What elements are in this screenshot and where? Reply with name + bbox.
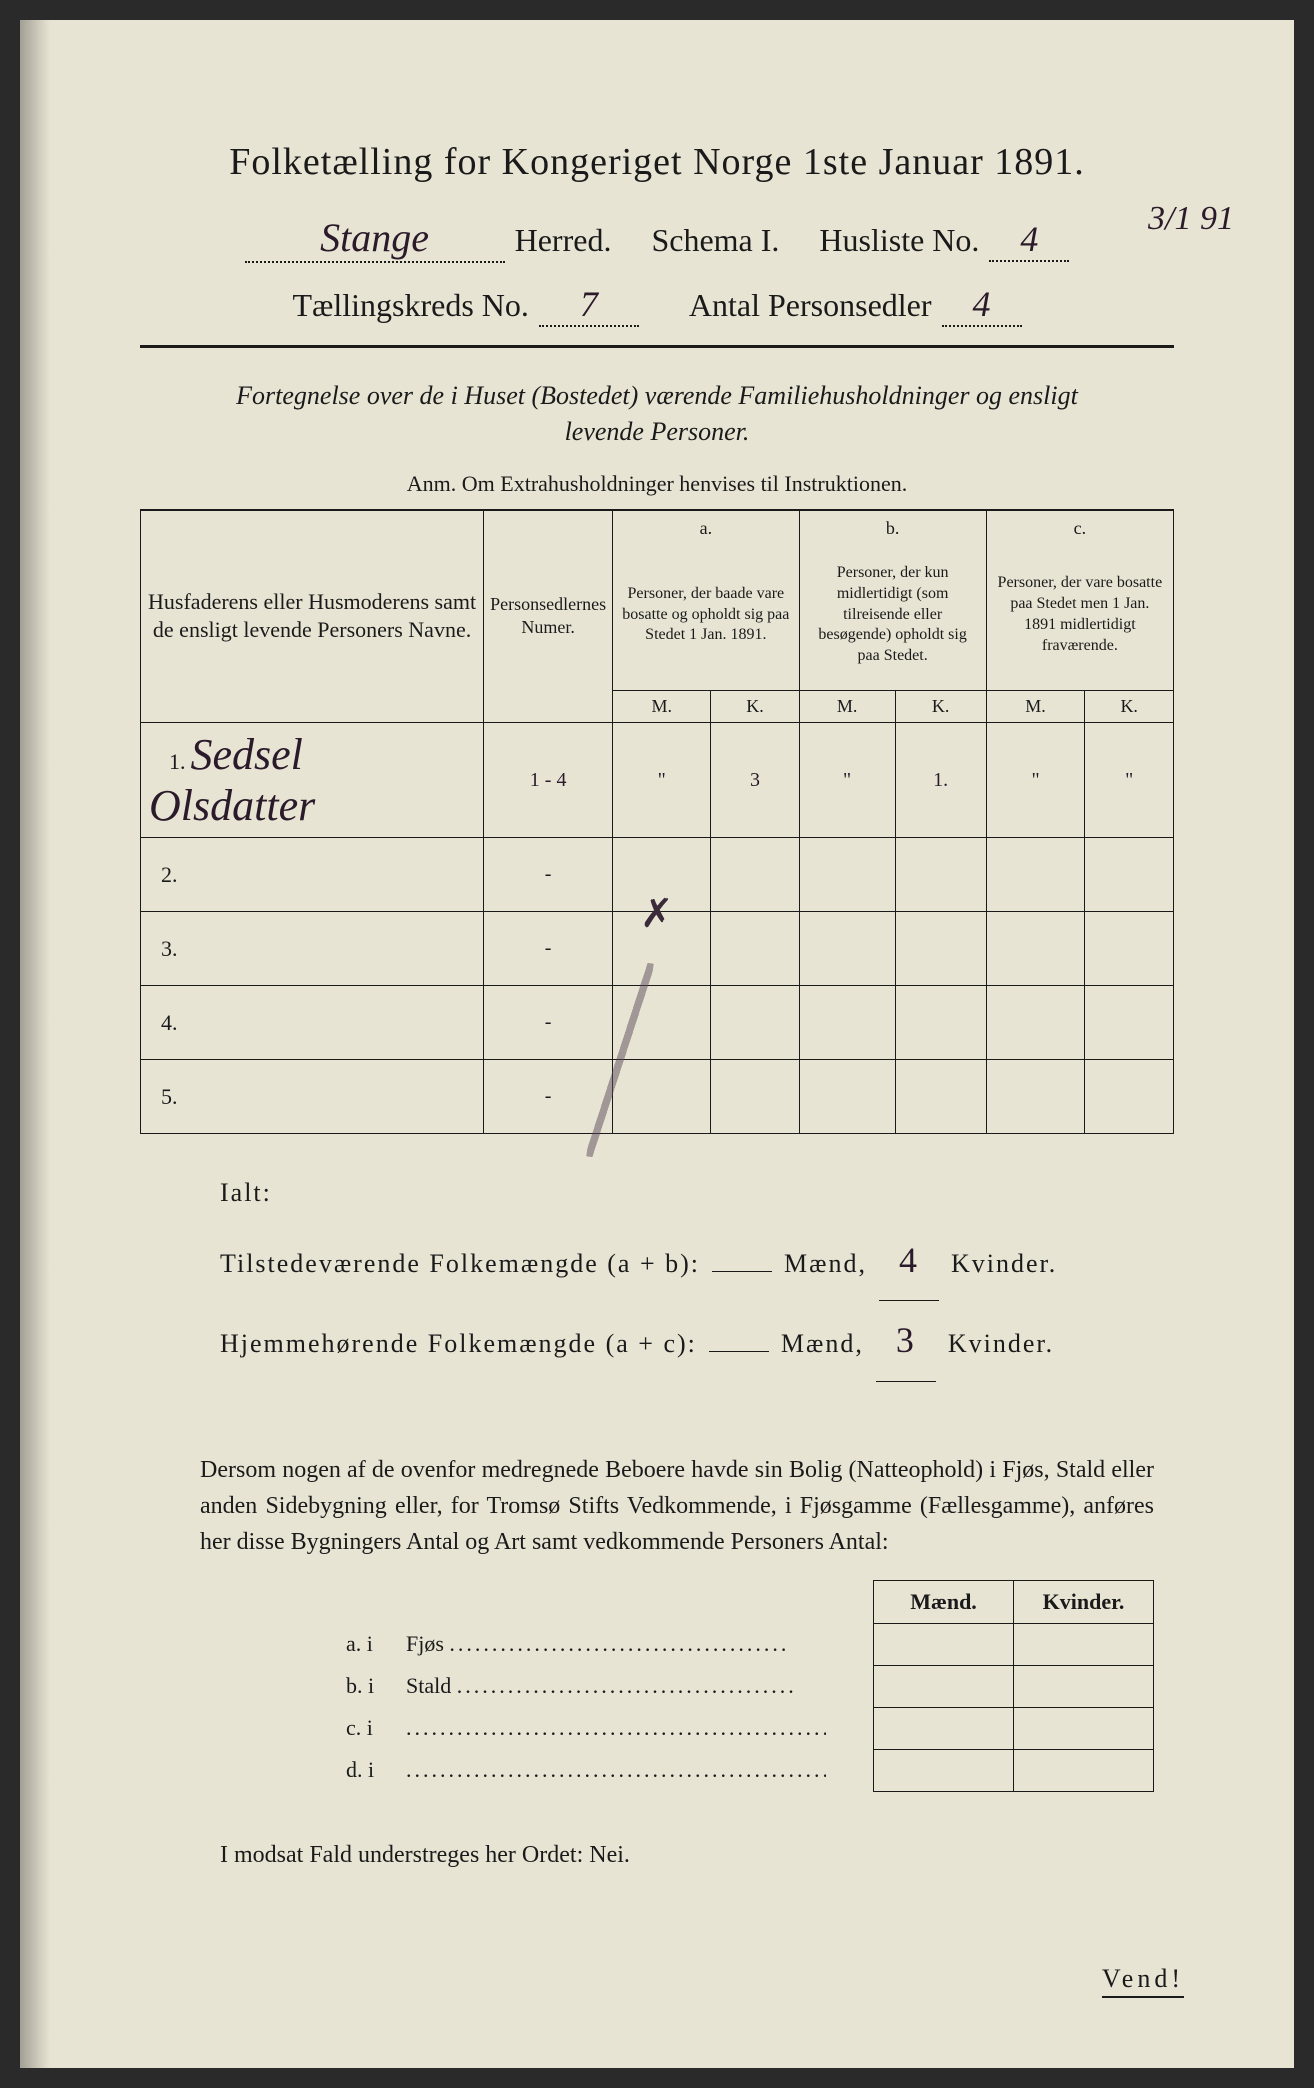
row-personseddel: 1 - 4	[484, 723, 613, 838]
total-ab-label: Tilstedeværende Folkemængde (a + b):	[220, 1235, 700, 1292]
herred-value: Stange	[245, 214, 505, 263]
turn-page-label: Vend!	[1102, 1964, 1184, 1998]
col-header-num: Personsedlernes Numer.	[484, 511, 613, 723]
header-line-3: Tællingskreds No. 7 Antal Personsedler 4	[140, 283, 1174, 348]
schema-label: Schema I.	[651, 222, 779, 259]
ialt-label: Ialt:	[220, 1164, 1154, 1221]
side-row-label: d. i	[334, 1749, 394, 1791]
total-ac-label: Hjemmehørende Folkemængde (a + c):	[220, 1315, 697, 1372]
side-row-label: c. i	[334, 1707, 394, 1749]
row-num: 4.	[141, 986, 484, 1060]
col-b-k: K.	[895, 690, 986, 722]
antal-label: Antal Personsedler	[689, 287, 932, 324]
side-row: c. i	[334, 1707, 1154, 1749]
col-header-name: Husfaderens eller Husmoderens samt de en…	[141, 511, 484, 723]
row-personseddel: -	[484, 838, 613, 912]
row-c-m: "	[986, 723, 1085, 838]
col-a-k: K.	[711, 690, 799, 722]
totals-block: Ialt: Tilstedeværende Folkemængde (a + b…	[220, 1164, 1154, 1382]
col-a-text: Personer, der baade vare bosatte og opho…	[613, 540, 799, 690]
side-row-label: b. i	[334, 1665, 394, 1707]
husliste-value: 4	[989, 218, 1069, 262]
kvinder-label: Kvinder.	[948, 1315, 1054, 1372]
col-c-k: K.	[1085, 690, 1174, 722]
row-num: 3.	[141, 912, 484, 986]
household-table: Husfaderens eller Husmoderens samt de en…	[140, 511, 1174, 1134]
page-shadow	[20, 20, 50, 2068]
row-c-k: "	[1085, 723, 1174, 838]
instruction-paragraph: Dersom nogen af de ovenfor medregnede Be…	[200, 1452, 1154, 1560]
row-personseddel: -	[484, 986, 613, 1060]
row-num: 5.	[141, 1060, 484, 1134]
row-personseddel: -	[484, 912, 613, 986]
side-row-text: Fjøs	[406, 1631, 444, 1656]
col-c-label: c.	[986, 511, 1173, 540]
col-c-m: M.	[986, 690, 1085, 722]
row-num: 1.	[149, 749, 186, 774]
total-ab-k: 4	[879, 1221, 939, 1301]
col-a-m: M.	[613, 690, 711, 722]
taellingskreds-value: 7	[539, 283, 639, 327]
side-col-maend: Mænd.	[874, 1580, 1014, 1623]
table-row: 5. -	[141, 1060, 1174, 1134]
form-title: Folketælling for Kongeriget Norge 1ste J…	[100, 140, 1214, 184]
maend-label: Mænd,	[781, 1315, 864, 1372]
row-a-m: "	[613, 723, 711, 838]
footer-instruction: I modsat Fald understreges her Ordet: Ne…	[220, 1842, 1154, 1869]
row-b-m: "	[799, 723, 895, 838]
strike-mark: ✗	[640, 890, 674, 937]
row-name: Sedsel Olsdatter	[149, 730, 315, 830]
table-row: 4. -	[141, 986, 1174, 1060]
subtitle-line2: levende Personer.	[565, 417, 750, 446]
col-a-label: a.	[613, 511, 799, 540]
side-row-label: a. i	[334, 1623, 394, 1665]
herred-label: Herred.	[515, 222, 612, 259]
row-b-k: 1.	[895, 723, 986, 838]
subtitle-line1: Fortegnelse over de i Huset (Bostedet) v…	[236, 381, 1078, 410]
husliste-label: Husliste No.	[819, 222, 979, 259]
antal-value: 4	[942, 283, 1022, 327]
col-b-label: b.	[799, 511, 986, 540]
census-form-page: Folketælling for Kongeriget Norge 1ste J…	[20, 20, 1294, 2068]
side-row-text: Stald	[406, 1673, 451, 1698]
row-a-k: 3	[711, 723, 799, 838]
total-ac-k: 3	[876, 1301, 936, 1381]
kvinder-label: Kvinder.	[951, 1235, 1057, 1292]
subtitle: Fortegnelse over de i Huset (Bostedet) v…	[100, 378, 1214, 451]
side-row: a. i Fjøs	[334, 1623, 1154, 1665]
building-table: Mænd. Kvinder. a. i Fjøs b. i Stald c. i	[334, 1580, 1154, 1792]
header-line-2: Stange Herred. Schema I. Husliste No. 4	[100, 214, 1214, 263]
maend-label: Mænd,	[784, 1235, 867, 1292]
table-row: 1. Sedsel Olsdatter 1 - 4 " 3 " 1. " "	[141, 723, 1174, 838]
total-ab-m	[712, 1271, 772, 1272]
col-b-m: M.	[799, 690, 895, 722]
side-col-kvinder: Kvinder.	[1014, 1580, 1154, 1623]
total-ac-m	[709, 1351, 769, 1352]
row-num: 2.	[141, 838, 484, 912]
corner-date: 3/1 91	[1148, 200, 1234, 238]
taellingskreds-label: Tællingskreds No.	[292, 287, 528, 324]
side-row: b. i Stald	[334, 1665, 1154, 1707]
anm-note: Anm. Om Extrahusholdninger henvises til …	[140, 471, 1174, 511]
col-b-text: Personer, der kun midlertidigt (som tilr…	[799, 540, 986, 690]
col-c-text: Personer, der vare bosatte paa Stedet me…	[986, 540, 1173, 690]
side-row: d. i	[334, 1749, 1154, 1791]
